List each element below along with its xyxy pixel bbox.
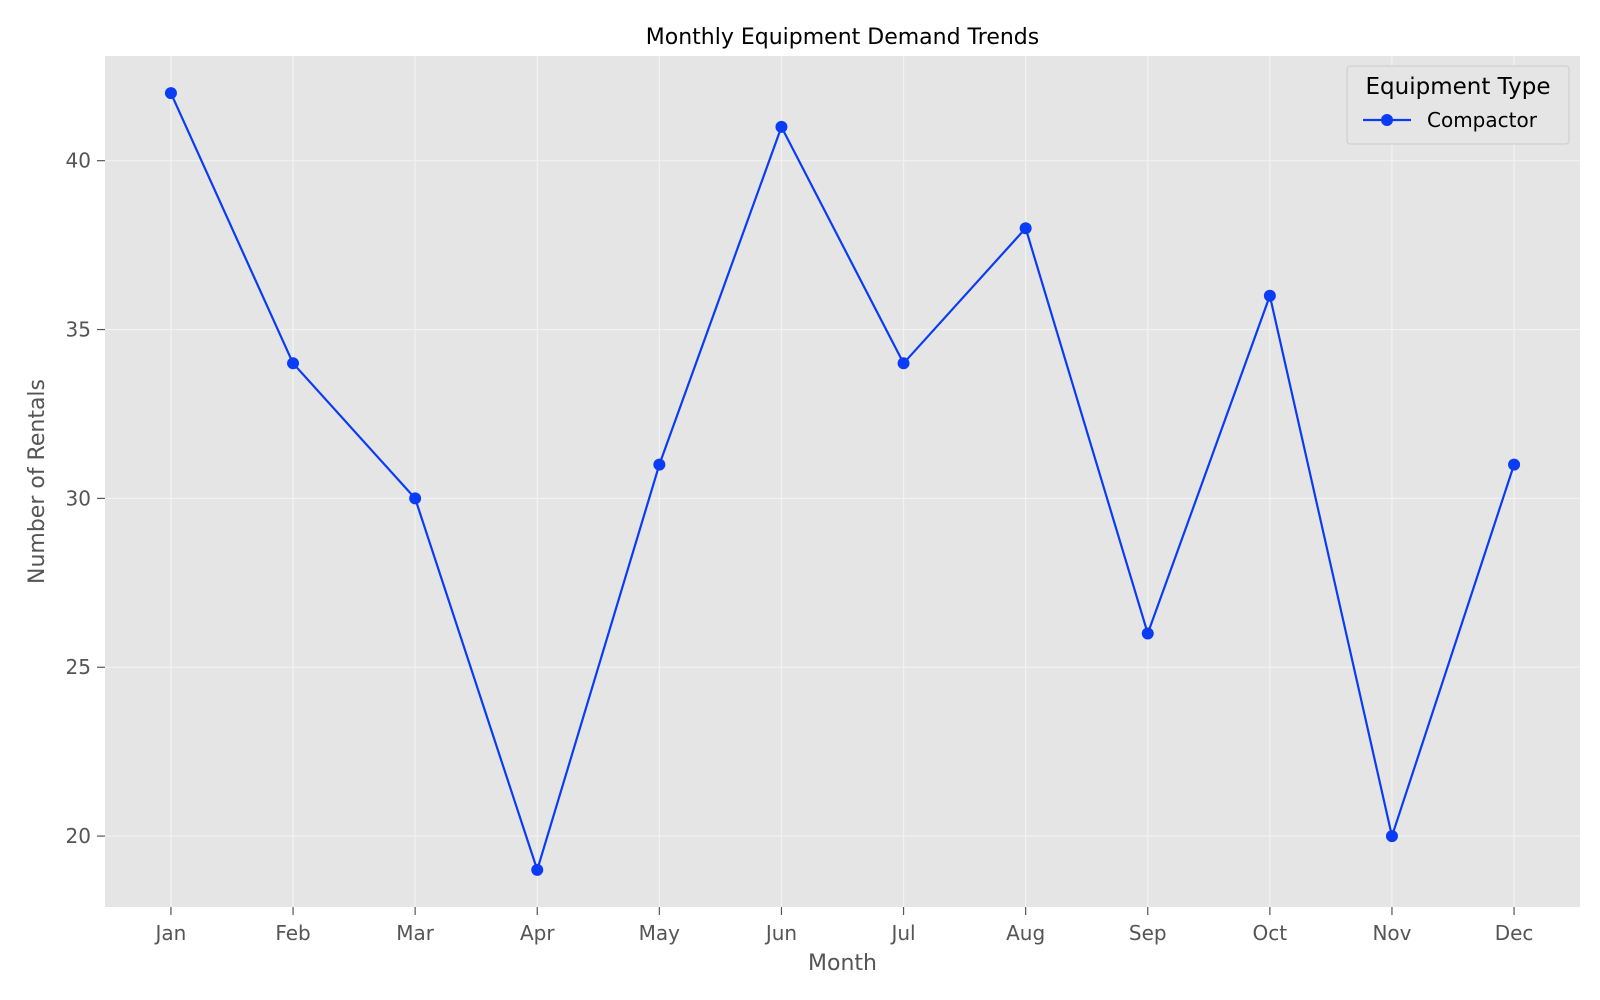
x-tick-label: Aug xyxy=(1006,921,1045,945)
legend-entry-compactor: Compactor xyxy=(1427,108,1538,132)
x-tick-label: Jul xyxy=(889,921,915,945)
legend-box xyxy=(1346,65,1570,145)
data-point xyxy=(1385,830,1398,843)
chart-title: Monthly Equipment Demand Trends xyxy=(646,25,1039,50)
x-tick-label: Feb xyxy=(275,921,310,945)
plot-area xyxy=(105,56,1580,907)
x-tick-label: Nov xyxy=(1372,921,1411,945)
x-tick-label: Oct xyxy=(1253,921,1288,945)
data-point xyxy=(897,357,910,370)
data-point xyxy=(775,120,788,133)
y-tick-label: 25 xyxy=(66,655,91,679)
x-tick-label: Apr xyxy=(520,921,555,945)
series-layer xyxy=(164,87,1521,876)
legend-marker xyxy=(1381,114,1393,126)
legend-title: Equipment Type xyxy=(1366,74,1551,100)
data-point xyxy=(164,87,177,100)
data-point xyxy=(653,458,666,471)
series-line xyxy=(169,92,1516,871)
y-tick-label: 30 xyxy=(66,486,91,510)
x-tick-label: Dec xyxy=(1495,921,1534,945)
y-tick-label: 35 xyxy=(66,318,91,342)
data-point xyxy=(531,863,544,876)
x-axis-label: Month xyxy=(808,951,877,976)
data-point xyxy=(409,492,422,505)
data-point xyxy=(1141,627,1154,640)
data-point xyxy=(1508,458,1521,471)
x-tick-label: May xyxy=(639,921,681,945)
data-point xyxy=(1019,222,1032,235)
legend: Equipment Type Compactor xyxy=(1346,65,1570,145)
y-tick-label: 20 xyxy=(66,824,91,848)
data-point xyxy=(287,357,300,370)
x-tick-label: Mar xyxy=(396,921,435,945)
x-tick-label: Jun xyxy=(764,921,797,945)
x-tick-label: Jan xyxy=(154,921,187,945)
data-point xyxy=(1263,289,1276,302)
grid-lines xyxy=(105,56,1580,907)
y-axis-label: Number of Rentals xyxy=(25,379,50,584)
x-tick-label: Sep xyxy=(1129,921,1167,945)
y-axis: 20 25 30 35 40 xyxy=(66,149,105,848)
x-axis: Jan Feb Mar Apr May Jun Jul Aug Sep Oct Nov Dec xyxy=(154,907,1534,945)
y-tick-label: 40 xyxy=(66,149,91,173)
